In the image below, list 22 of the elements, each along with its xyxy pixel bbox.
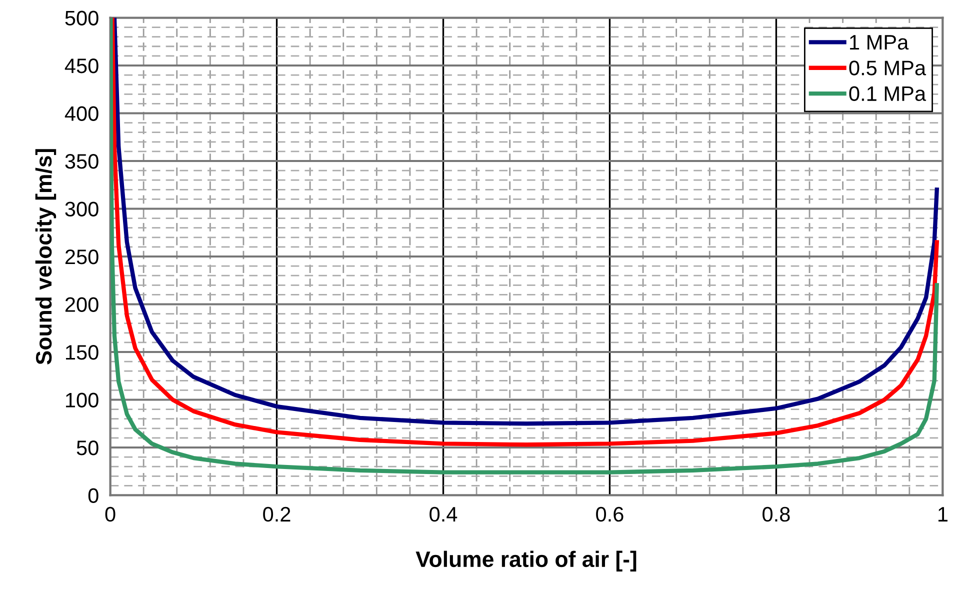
y-tick-label: 500 [65, 10, 98, 26]
legend-label: 1 MPa [850, 35, 909, 50]
y-tick-label: 50 [76, 440, 98, 456]
legend-label: 0.1 MPa [849, 86, 926, 102]
y-tick-label: 350 [65, 154, 98, 169]
x-tick-label: 1 [938, 507, 948, 522]
x-axis-title: Volume ratio of air [-] [416, 550, 636, 572]
legend-label: 0.5 MPa [849, 60, 926, 76]
x-tick-label: 0.4 [430, 506, 458, 522]
y-axis-title: Sound velocity [m/s] [35, 149, 56, 365]
y-tick-label: 300 [65, 202, 98, 216]
y-tick-label: 400 [64, 106, 98, 121]
y-tick-label: 150 [66, 345, 98, 360]
x-tick-label: 0.6 [596, 506, 624, 522]
x-tick-label: 0.8 [762, 506, 790, 522]
x-tick-label: 0.2 [263, 506, 290, 522]
y-tick-label: 0 [88, 488, 98, 504]
y-tick-label: 100 [66, 392, 98, 408]
y-tick-label: 450 [64, 58, 98, 74]
y-tick-label: 200 [65, 297, 98, 312]
y-tick-label: 250 [65, 249, 98, 264]
x-tick-label: 0 [105, 506, 116, 522]
